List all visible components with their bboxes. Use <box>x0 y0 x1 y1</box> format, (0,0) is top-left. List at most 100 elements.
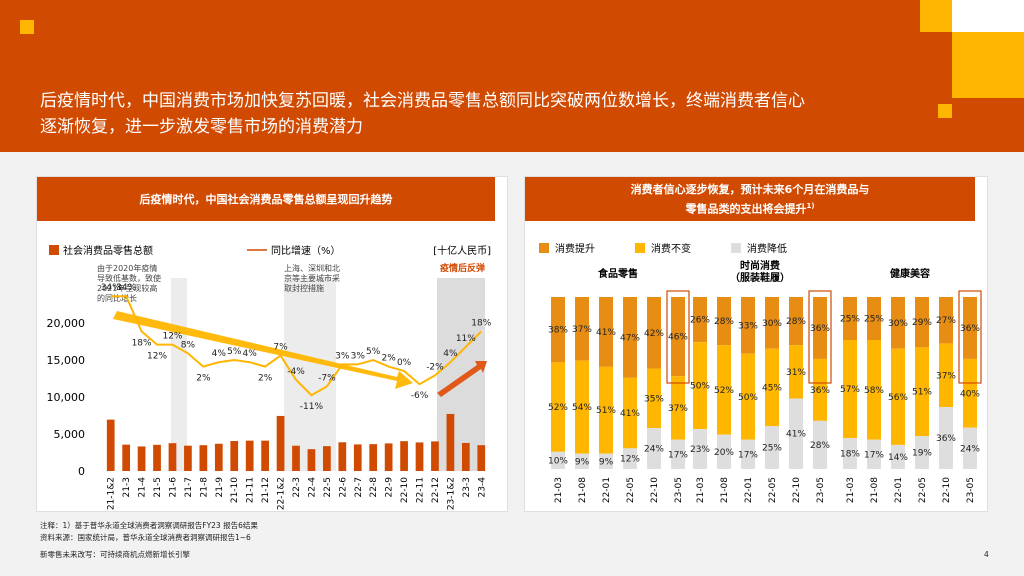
retail-sales-bar <box>137 446 146 471</box>
segment-label: 17% <box>738 450 758 460</box>
segment-label: 36% <box>960 324 980 334</box>
x-tick-label: 22-3 <box>292 477 302 497</box>
segment-label: 51% <box>912 388 932 398</box>
annotation-2020-line2: 导致低基数，致使 <box>97 273 161 283</box>
segment-label: 27% <box>936 316 956 326</box>
legend-bar-label: 社会消费品零售总额 <box>63 244 153 257</box>
decor-square-white <box>952 0 1024 32</box>
x-tick-label: 23-05 <box>816 477 826 503</box>
x-tick-label: 21-03 <box>696 477 706 503</box>
x-tick-label: 21-4 <box>138 477 148 498</box>
x-tick-label: 22-01 <box>894 477 904 503</box>
decor-square-accent <box>938 104 952 118</box>
unit-label: [十亿人民币] <box>433 244 491 257</box>
document-title: 新零售未来改写：可持续商机点燃新增长引擎 <box>40 550 190 559</box>
segment-label: 23% <box>690 445 710 455</box>
segment-label: 50% <box>690 382 710 392</box>
retail-sales-bar <box>323 446 331 471</box>
category-group: 健康美容 25% 57% 18% 21-03 25% 58% 17% 21-08 30% 56% 14… <box>840 267 982 503</box>
stacked-segment <box>647 368 661 429</box>
x-tick-label: 22-10 <box>792 477 802 503</box>
segment-label: 30% <box>888 319 908 329</box>
source-note: 资料来源：国家统计局，普华永道全球消费者洞察调研报告1~6 <box>40 533 251 542</box>
growth-data-label: 2% <box>196 374 211 384</box>
stacked-segment <box>551 362 565 452</box>
stacked-segment <box>599 366 613 454</box>
right-card-title: 消费者信心逐步恢复，预计未来6个月在消费品与 零售品类的支出将会提升1) <box>525 177 975 221</box>
segment-label: 57% <box>840 385 860 395</box>
stacked-segment <box>741 353 755 440</box>
stacked-segment <box>575 453 589 469</box>
segment-label: 54% <box>572 403 592 413</box>
x-tick-label: 22-12 <box>431 477 441 503</box>
stacked-segment <box>765 426 779 469</box>
growth-data-label: 5% <box>366 347 381 357</box>
stacked-segment <box>693 297 707 343</box>
stacked-segment <box>647 428 661 469</box>
retail-sales-bar <box>353 444 362 471</box>
trend-arrow-down <box>113 311 413 389</box>
stacked-segment <box>671 297 685 377</box>
retail-sales-chart: 社会消费品零售总额 同比增速（%） [十亿人民币] 由于2020年疫情 导致低基… <box>47 244 492 510</box>
growth-data-label: 12% <box>147 352 167 362</box>
segment-label: 26% <box>690 316 710 326</box>
stacked-segment <box>843 438 857 469</box>
category-group: 时尚消费（服装鞋履） 26% 50% 23% 21-03 28% 52% 20% 21-08 33… <box>690 259 832 503</box>
annotation-2020-line4: 的同比增长 <box>97 293 137 303</box>
stacked-segment <box>623 297 637 378</box>
decor-square-yellow <box>920 0 952 32</box>
stacked-segment <box>915 347 929 436</box>
growth-data-label: 4% <box>243 349 258 359</box>
stacked-segment <box>843 297 857 340</box>
retail-sales-bar <box>446 413 455 471</box>
growth-data-label: -11% <box>300 402 324 412</box>
growth-data-label: 0% <box>397 358 412 368</box>
stacked-segment <box>647 297 661 369</box>
segment-label: 33% <box>738 321 758 331</box>
highlight-box <box>666 290 690 384</box>
y-axis: 0 5,000 10,000 15,000 20,000 <box>47 317 86 478</box>
x-tick-label: 21-3 <box>122 477 132 497</box>
segment-label: 25% <box>762 444 782 454</box>
segment-label: 28% <box>714 317 734 327</box>
x-tick-label: 22-11 <box>416 477 426 503</box>
segment-label: 37% <box>668 404 688 414</box>
x-tick-label: 23-4 <box>477 477 487 498</box>
stacked-segment <box>891 348 905 445</box>
segment-label: 51% <box>596 406 616 416</box>
stacked-segment <box>867 340 881 440</box>
stacked-segment <box>575 360 589 454</box>
segment-label: 25% <box>864 315 884 325</box>
page-title: 后疫情时代，中国消费市场加快复苏回暖，社会消费品零售总额同比突破两位数增长，终端… <box>40 88 920 140</box>
x-tick-label: 22-01 <box>602 477 612 503</box>
annotation-rebound: 疫情后反弹 <box>440 262 485 274</box>
segment-label: 50% <box>738 393 758 403</box>
growth-line: 34%34%18%12%12%8%2%4% 5% 4%2%7%-4%-11%-7%3… <box>101 283 492 412</box>
stacked-segment <box>623 448 637 469</box>
x-tick-label: 22-6 <box>338 477 348 498</box>
segment-label: 9% <box>575 457 590 467</box>
right-card-title-sup: 1) <box>806 201 815 210</box>
segment-label: 19% <box>912 448 932 458</box>
stacked-segment <box>765 297 779 349</box>
x-tick-label: 21-03 <box>554 477 564 503</box>
legend-down-label: 消费降低 <box>747 242 787 255</box>
stacked-segment <box>717 434 731 469</box>
decor-square-yellow-2 <box>952 32 1024 98</box>
stacked-segment <box>765 348 779 426</box>
growth-data-label: 11% <box>456 334 476 344</box>
x-tick-label: 21-03 <box>846 477 856 503</box>
growth-data-label: 2% <box>258 374 273 384</box>
segment-label: 41% <box>596 328 616 338</box>
stacked-segment <box>551 297 565 363</box>
legend-bar-swatch <box>49 245 59 255</box>
x-tick-label: 22-1&2 <box>277 477 287 510</box>
stacked-segment <box>813 358 827 421</box>
x-tick-label: 21-9 <box>215 477 225 498</box>
x-tick-label: 21-7 <box>184 477 194 497</box>
retail-sales-bar <box>122 444 131 471</box>
retail-sales-bar <box>415 442 424 471</box>
left-card-title: 后疫情时代，中国社会消费品零售总额呈现回升趋势 <box>37 177 495 221</box>
segment-label: 14% <box>888 453 908 463</box>
stacked-segment <box>963 358 977 428</box>
